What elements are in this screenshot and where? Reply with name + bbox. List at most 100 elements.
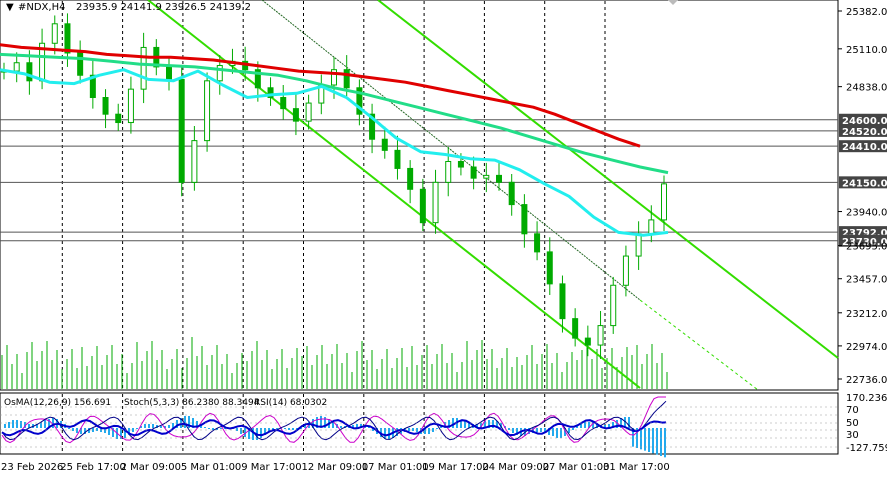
- price-tick-label: 24838.0: [846, 83, 887, 94]
- osma-hist-bar: [48, 419, 50, 428]
- price-tick-label: 23940.0: [846, 208, 887, 219]
- osma-hist-bar: [240, 428, 242, 434]
- price-candle-body: [597, 325, 604, 346]
- price-candle-body: [572, 318, 579, 339]
- price-candle-body: [407, 167, 414, 190]
- price-candle-body: [64, 23, 71, 54]
- time-tick-label: 9 Mar 17:00: [241, 462, 301, 473]
- osma-hist-bar: [452, 418, 454, 428]
- moving-averages: [0, 43, 669, 237]
- osma-hist-bar: [36, 424, 38, 428]
- osma-hist-bar: [464, 421, 466, 428]
- osma-hist-bar: [428, 428, 430, 434]
- osma-hist-bar: [244, 428, 246, 437]
- osma-hist-bar: [496, 421, 498, 428]
- osma-hist-bar: [644, 428, 646, 451]
- scroll-marker-icon[interactable]: [668, 0, 678, 5]
- osma-hist-bar: [368, 427, 370, 428]
- osma-hist-bar: [260, 428, 262, 438]
- osma-hist-bar: [660, 428, 662, 456]
- osma-hist-bar: [212, 428, 214, 430]
- price-candle-body: [216, 65, 223, 82]
- price-tick-label: 25382.0: [846, 7, 887, 18]
- osma-hist-bar: [604, 425, 606, 428]
- osma-hist-bar: [612, 422, 614, 428]
- price-candle-body: [305, 102, 312, 122]
- price-candle-body: [191, 140, 198, 183]
- osma-hist-bar: [572, 428, 574, 430]
- osma-hist-bar: [76, 428, 78, 433]
- price-candle-body: [457, 160, 464, 168]
- osma-hist-bar: [248, 428, 250, 439]
- osma-hist-bar: [188, 416, 190, 428]
- price-candle-body: [521, 204, 528, 235]
- osma-hist-bar: [608, 424, 610, 428]
- osma-hist-bar: [304, 425, 306, 428]
- price-candle-body: [89, 74, 96, 99]
- price-candle-body: [166, 66, 172, 80]
- osma-hist-bar: [104, 428, 106, 433]
- symbol-icon: ▼: [6, 2, 14, 13]
- price-series: [1, 13, 667, 359]
- price-candle-body: [432, 181, 439, 224]
- osma-hist-bar: [52, 418, 54, 428]
- osma-hist-bar: [92, 428, 94, 432]
- osma-hist-bar: [616, 420, 618, 428]
- time-tick-label: 19 Mar 17:00: [422, 462, 489, 473]
- price-candle-body: [267, 87, 274, 99]
- price-candle-body: [661, 183, 667, 221]
- osma-hist-bar: [648, 428, 650, 452]
- osma-hist-bar: [500, 423, 502, 428]
- indicator-panel: [0, 392, 839, 455]
- price-tick-label: 23695.0: [846, 242, 887, 253]
- ma-teal-line: [0, 52, 669, 175]
- time-tick-label: 25 Feb 17:00: [60, 462, 126, 473]
- ma-red-line: [0, 43, 641, 148]
- osma-hist-bar: [196, 421, 198, 428]
- rsi-line: [1, 419, 667, 437]
- volume-bars: [1, 337, 668, 389]
- osma-hist-bar: [476, 424, 478, 428]
- osma-hist-bar: [96, 428, 98, 431]
- osma-hist-bar: [28, 424, 30, 428]
- price-level-tag: [839, 176, 887, 189]
- osma-hist-bar: [208, 428, 210, 429]
- time-tick-label: 23 Feb 2026: [1, 462, 63, 473]
- price-candle-body: [546, 251, 553, 285]
- rsi-label: RSI(14) 68.0302: [254, 398, 327, 408]
- price-candle-body: [584, 337, 591, 346]
- osma-hist-bar: [384, 428, 386, 439]
- osma-hist-bar: [484, 421, 486, 428]
- indicator-tick-label: 50: [846, 418, 859, 429]
- osma-hist-bar: [80, 428, 82, 434]
- price-candle-body: [13, 62, 20, 72]
- price-candle-body: [178, 78, 185, 183]
- channel-mid-extension: [639, 299, 759, 391]
- osma-hist-bar: [112, 428, 114, 437]
- osma-hist-bar: [664, 428, 666, 458]
- stoch-signal-line: [1, 396, 666, 444]
- osma-hist-bar: [300, 428, 302, 429]
- price-level-tag-label: 23792.0: [842, 228, 887, 239]
- osma-hist-bar: [396, 428, 398, 436]
- osma-hist-bar: [252, 428, 254, 440]
- osma-hist-bar: [84, 428, 86, 434]
- stoch-main-line: [1, 400, 667, 441]
- osma-hist-bar: [352, 425, 354, 428]
- price-candle-body: [140, 46, 147, 90]
- osma-hist-bar: [120, 428, 122, 439]
- osma-hist-bar: [40, 422, 42, 428]
- osma-hist-bar: [124, 428, 126, 438]
- osma-hist-bar: [468, 423, 470, 428]
- osma-hist-bar: [372, 428, 374, 431]
- osma-hist-bar: [548, 428, 550, 435]
- time-tick-label: 5 Mar 01:00: [181, 462, 241, 473]
- oscillators: [0, 396, 838, 458]
- osma-hist-bar: [184, 416, 186, 428]
- osma-hist-bar: [544, 428, 546, 433]
- osma-hist-bar: [556, 428, 558, 438]
